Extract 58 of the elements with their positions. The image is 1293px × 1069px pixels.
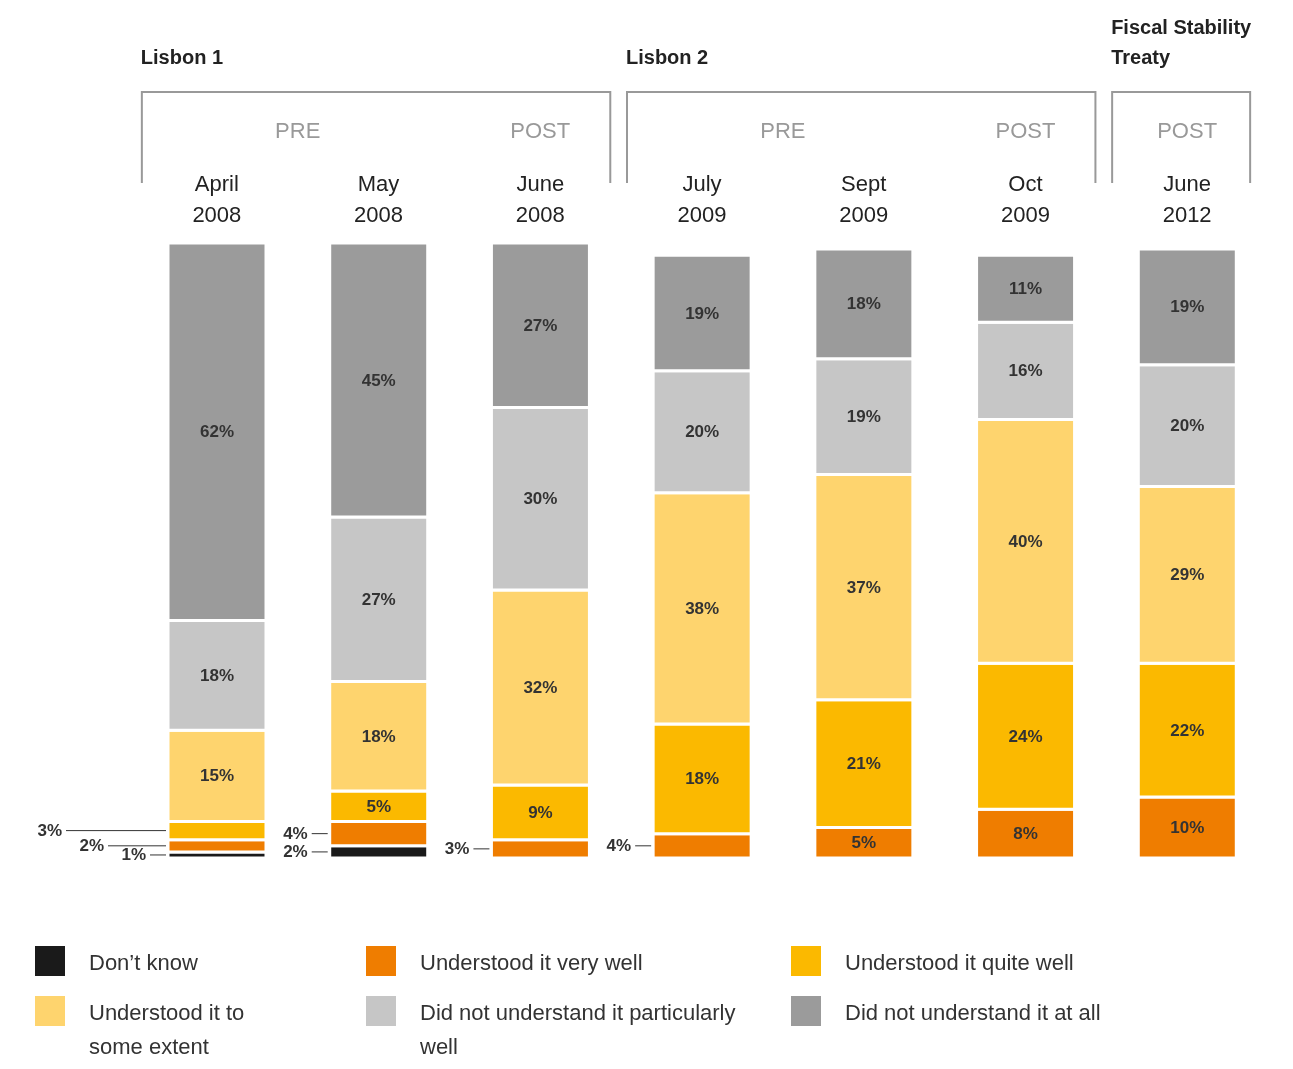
legend-label: Did not understand it particularly well bbox=[420, 999, 737, 1061]
legend-label: Understood it quite well bbox=[845, 949, 1074, 977]
text: PRE bbox=[274, 118, 322, 144]
x-tick-label: June 2012 bbox=[1162, 171, 1212, 227]
legend-label: Don’t know bbox=[89, 949, 198, 977]
data-label: 16% bbox=[1008, 361, 1043, 381]
data-label: 45% bbox=[361, 370, 396, 390]
text: POST bbox=[509, 118, 572, 144]
text: Lisbon 1 bbox=[140, 45, 225, 70]
data-label: 4% bbox=[283, 824, 308, 844]
data-label: 3% bbox=[37, 821, 62, 841]
data-label: 20% bbox=[1170, 416, 1205, 436]
data-label: 27% bbox=[361, 589, 396, 609]
data-label: 19% bbox=[1170, 297, 1205, 317]
x-tick-label: Sept 2009 bbox=[839, 171, 889, 227]
data-label: 2% bbox=[79, 836, 104, 856]
data-label: 62% bbox=[199, 422, 235, 442]
data-label: 5% bbox=[851, 833, 877, 853]
data-label: 18% bbox=[846, 294, 881, 314]
data-label: 2% bbox=[283, 842, 308, 862]
data-label: 20% bbox=[685, 422, 720, 442]
data-label: 8% bbox=[1013, 824, 1038, 844]
data-label: 30% bbox=[523, 489, 558, 509]
text: Lisbon 2 bbox=[626, 45, 710, 70]
legend-label: Understood it very well bbox=[420, 949, 643, 977]
x-tick-label: May 2008 bbox=[354, 171, 404, 227]
data-label: 5% bbox=[366, 796, 391, 816]
data-label: 4% bbox=[606, 836, 632, 856]
data-label: 32% bbox=[523, 678, 558, 697]
data-label: 22% bbox=[1170, 720, 1205, 740]
x-tick-label: April 2008 bbox=[192, 171, 242, 227]
data-label: 38% bbox=[685, 598, 720, 618]
text: Fiscal Stability Treaty bbox=[1111, 15, 1253, 70]
data-label: 18% bbox=[199, 665, 235, 685]
x-tick-label: June 2008 bbox=[515, 171, 565, 227]
data-label: 10% bbox=[1170, 818, 1205, 838]
data-label: 21% bbox=[846, 754, 881, 774]
text: POST bbox=[994, 118, 1057, 144]
data-label: 40% bbox=[1008, 531, 1043, 551]
data-label: 1% bbox=[121, 845, 146, 865]
data-label: 18% bbox=[685, 769, 720, 789]
data-label: 9% bbox=[528, 802, 553, 822]
legend-label: Understood it to some extent bbox=[89, 999, 246, 1061]
legend-label: Did not understand it at all bbox=[845, 999, 1101, 1027]
data-label: 19% bbox=[685, 303, 720, 323]
text: PRE bbox=[759, 118, 807, 144]
data-label: 19% bbox=[846, 407, 881, 427]
data-label: 3% bbox=[444, 839, 470, 859]
x-tick-label: Oct 2009 bbox=[1000, 171, 1050, 227]
data-label: 18% bbox=[361, 726, 396, 746]
data-label: 11% bbox=[1009, 279, 1043, 299]
data-label: 27% bbox=[523, 315, 558, 335]
x-tick-label: July 2009 bbox=[677, 171, 727, 227]
data-label: 29% bbox=[1170, 565, 1205, 585]
data-label: 37% bbox=[846, 577, 881, 597]
data-label: 24% bbox=[1008, 726, 1043, 746]
data-label: 15% bbox=[199, 766, 235, 786]
text: POST bbox=[1156, 118, 1219, 144]
